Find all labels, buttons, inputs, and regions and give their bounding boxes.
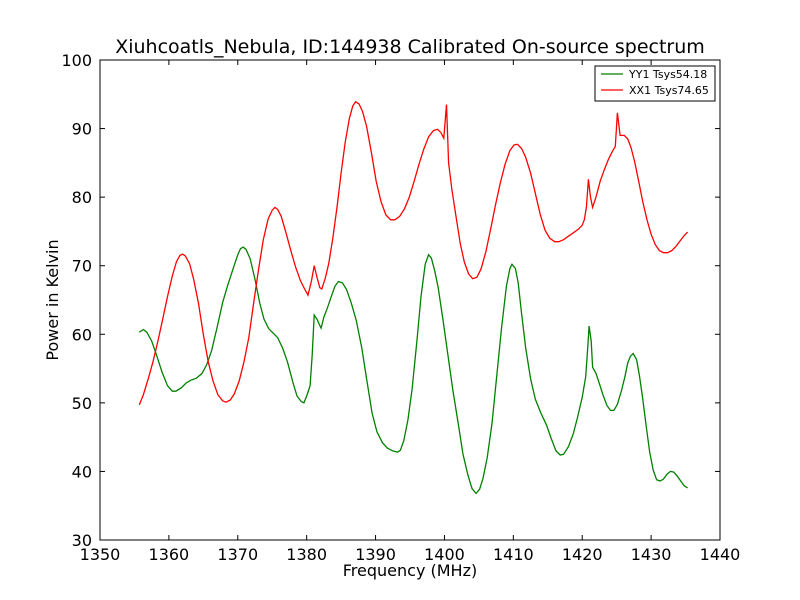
y-tick-label: 70 <box>72 257 92 276</box>
x-tick-label: 1410 <box>493 545 534 564</box>
series-layer <box>138 100 689 495</box>
y-tick-label: 100 <box>61 51 92 70</box>
x-tick-label: 1370 <box>217 545 258 564</box>
x-tick-label: 1420 <box>562 545 603 564</box>
x-tick-label: 1400 <box>424 545 465 564</box>
legend-label-xx1: XX1 Tsys74.65 <box>629 84 709 97</box>
y-tick-label: 60 <box>72 325 92 344</box>
y-tick-label: 40 <box>72 462 92 481</box>
x-tick-label: 1430 <box>631 545 672 564</box>
y-tick-label: 80 <box>72 188 92 207</box>
ticks-layer: 1350 1360 1370 1380 1390 1400 1410 1420 1430 1440… <box>61 51 740 564</box>
x-tick-label: 1390 <box>355 545 396 564</box>
series-line-xx1 <box>138 100 689 406</box>
y-tick-label: 30 <box>72 531 92 550</box>
legend-box <box>594 65 716 102</box>
x-tick-label: 1380 <box>286 545 327 564</box>
y-tick-label: 90 <box>72 120 92 139</box>
series-line-yy1 <box>138 246 688 495</box>
legend: YY1 Tsys54.18 XX1 Tsys74.65 <box>594 65 716 102</box>
y-axis-label: Power in Kelvin <box>43 239 62 360</box>
x-tick-label: 1440 <box>700 545 741 564</box>
y-tick-label: 50 <box>72 394 92 413</box>
x-axis-label: Frequency (MHz) <box>343 561 477 580</box>
chart-title: Xiuhcoatls_Nebula, ID:144938 Calibrated … <box>115 36 705 58</box>
plot-frame <box>99 59 721 541</box>
x-tick-label: 1350 <box>80 545 121 564</box>
legend-label-yy1: YY1 Tsys54.18 <box>628 68 707 81</box>
x-tick-label: 1360 <box>149 545 190 564</box>
